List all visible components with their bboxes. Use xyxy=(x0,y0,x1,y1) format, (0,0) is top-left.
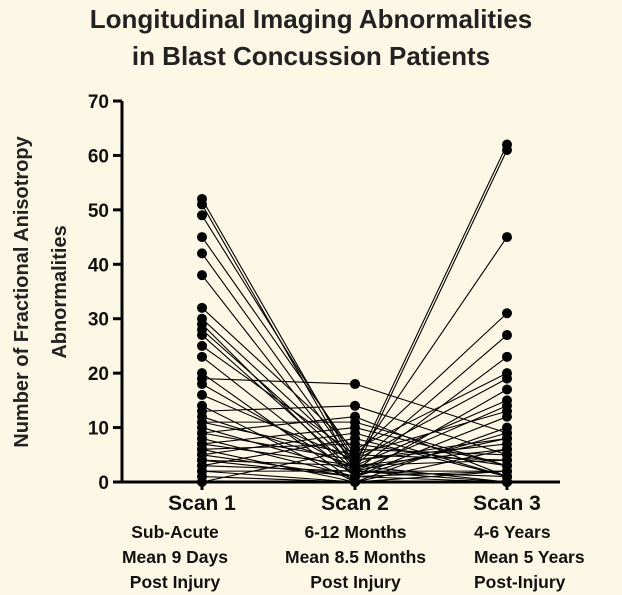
chart-title-line-2: in Blast Concussion Patients xyxy=(131,41,491,71)
data-point xyxy=(197,232,207,243)
axes: 0 10 20 30 40 50 60 70 Scan 1 Scan 2 Scan 3 xyxy=(88,92,560,515)
data-point xyxy=(197,455,207,466)
y-tick-label: 10 xyxy=(88,419,109,440)
y-tick-label: 70 xyxy=(88,92,109,113)
data-point xyxy=(502,308,512,319)
y-tick-label: 60 xyxy=(88,146,109,167)
scan-1-sublabel-line-3: Post Injury xyxy=(129,572,221,592)
data-point xyxy=(502,428,512,439)
data-point xyxy=(197,389,207,400)
data-point xyxy=(197,466,207,477)
x-tick-label: Scan 1 xyxy=(168,492,236,515)
data-point xyxy=(502,444,512,455)
data-point xyxy=(350,379,360,390)
data-point xyxy=(197,199,207,210)
data-point xyxy=(502,460,512,471)
data-point xyxy=(502,411,512,422)
scan-1-sublabel: Sub-Acute Mean 9 Days Post Injury xyxy=(100,520,250,595)
scan-3-sublabel-line-1: 4-6 Years xyxy=(474,522,551,542)
scan-2-sublabel: 6-12 Months Mean 8.5 Months Post Injury xyxy=(258,520,453,595)
scan-3-sublabel-line-2: Mean 5 Years xyxy=(474,547,585,567)
data-point xyxy=(350,400,360,411)
scan-3-sublabel: 4-6 Years Mean 5 Years Post-Injury xyxy=(474,520,620,595)
data-point xyxy=(197,477,207,487)
x-tick-label: Scan 3 xyxy=(473,492,541,515)
data-point xyxy=(502,144,512,155)
data-point xyxy=(197,340,207,351)
y-tick-label: 30 xyxy=(88,310,109,331)
data-point xyxy=(197,444,207,455)
data-point xyxy=(502,351,512,362)
y-tick-label: 20 xyxy=(88,364,109,385)
chart-title-line-1: Longitudinal Imaging Abnormalities xyxy=(89,4,533,34)
patient-points xyxy=(197,139,512,487)
scan-2-sublabel-line-1: 6-12 Months xyxy=(304,522,407,542)
y-axis-label-line-1: Number of Fractional Anisotropy xyxy=(11,135,33,447)
data-point xyxy=(197,379,207,390)
data-point xyxy=(197,270,207,281)
data-point xyxy=(197,428,207,439)
data-point xyxy=(502,477,512,487)
data-point xyxy=(502,232,512,243)
scan-2-sublabel-line-2: Mean 8.5 Months xyxy=(285,547,426,567)
y-tick-label: 40 xyxy=(88,255,109,276)
scan-3-sublabel-line-3: Post-Injury xyxy=(474,572,566,592)
scan-2-sublabel-line-3: Post Injury xyxy=(310,572,401,592)
data-point xyxy=(197,417,207,428)
data-point xyxy=(350,471,360,482)
data-point xyxy=(197,210,207,221)
data-point xyxy=(502,330,512,341)
data-point xyxy=(350,438,360,449)
data-point xyxy=(197,248,207,259)
y-axis-label-line-2: Abnormalities xyxy=(49,225,71,358)
data-point xyxy=(350,411,360,422)
x-tick-label: Scan 2 xyxy=(321,492,389,515)
data-point xyxy=(350,449,360,460)
scan-1-sublabel-line-2: Mean 9 Days xyxy=(121,547,229,567)
data-point xyxy=(197,330,207,341)
data-point xyxy=(197,302,207,313)
y-tick-label: 0 xyxy=(98,473,109,494)
y-tick-label: 50 xyxy=(88,201,109,222)
data-point xyxy=(197,351,207,362)
scan-1-sublabel-line-1: Sub-Acute xyxy=(131,522,219,542)
data-point xyxy=(502,373,512,384)
data-point xyxy=(502,384,512,395)
